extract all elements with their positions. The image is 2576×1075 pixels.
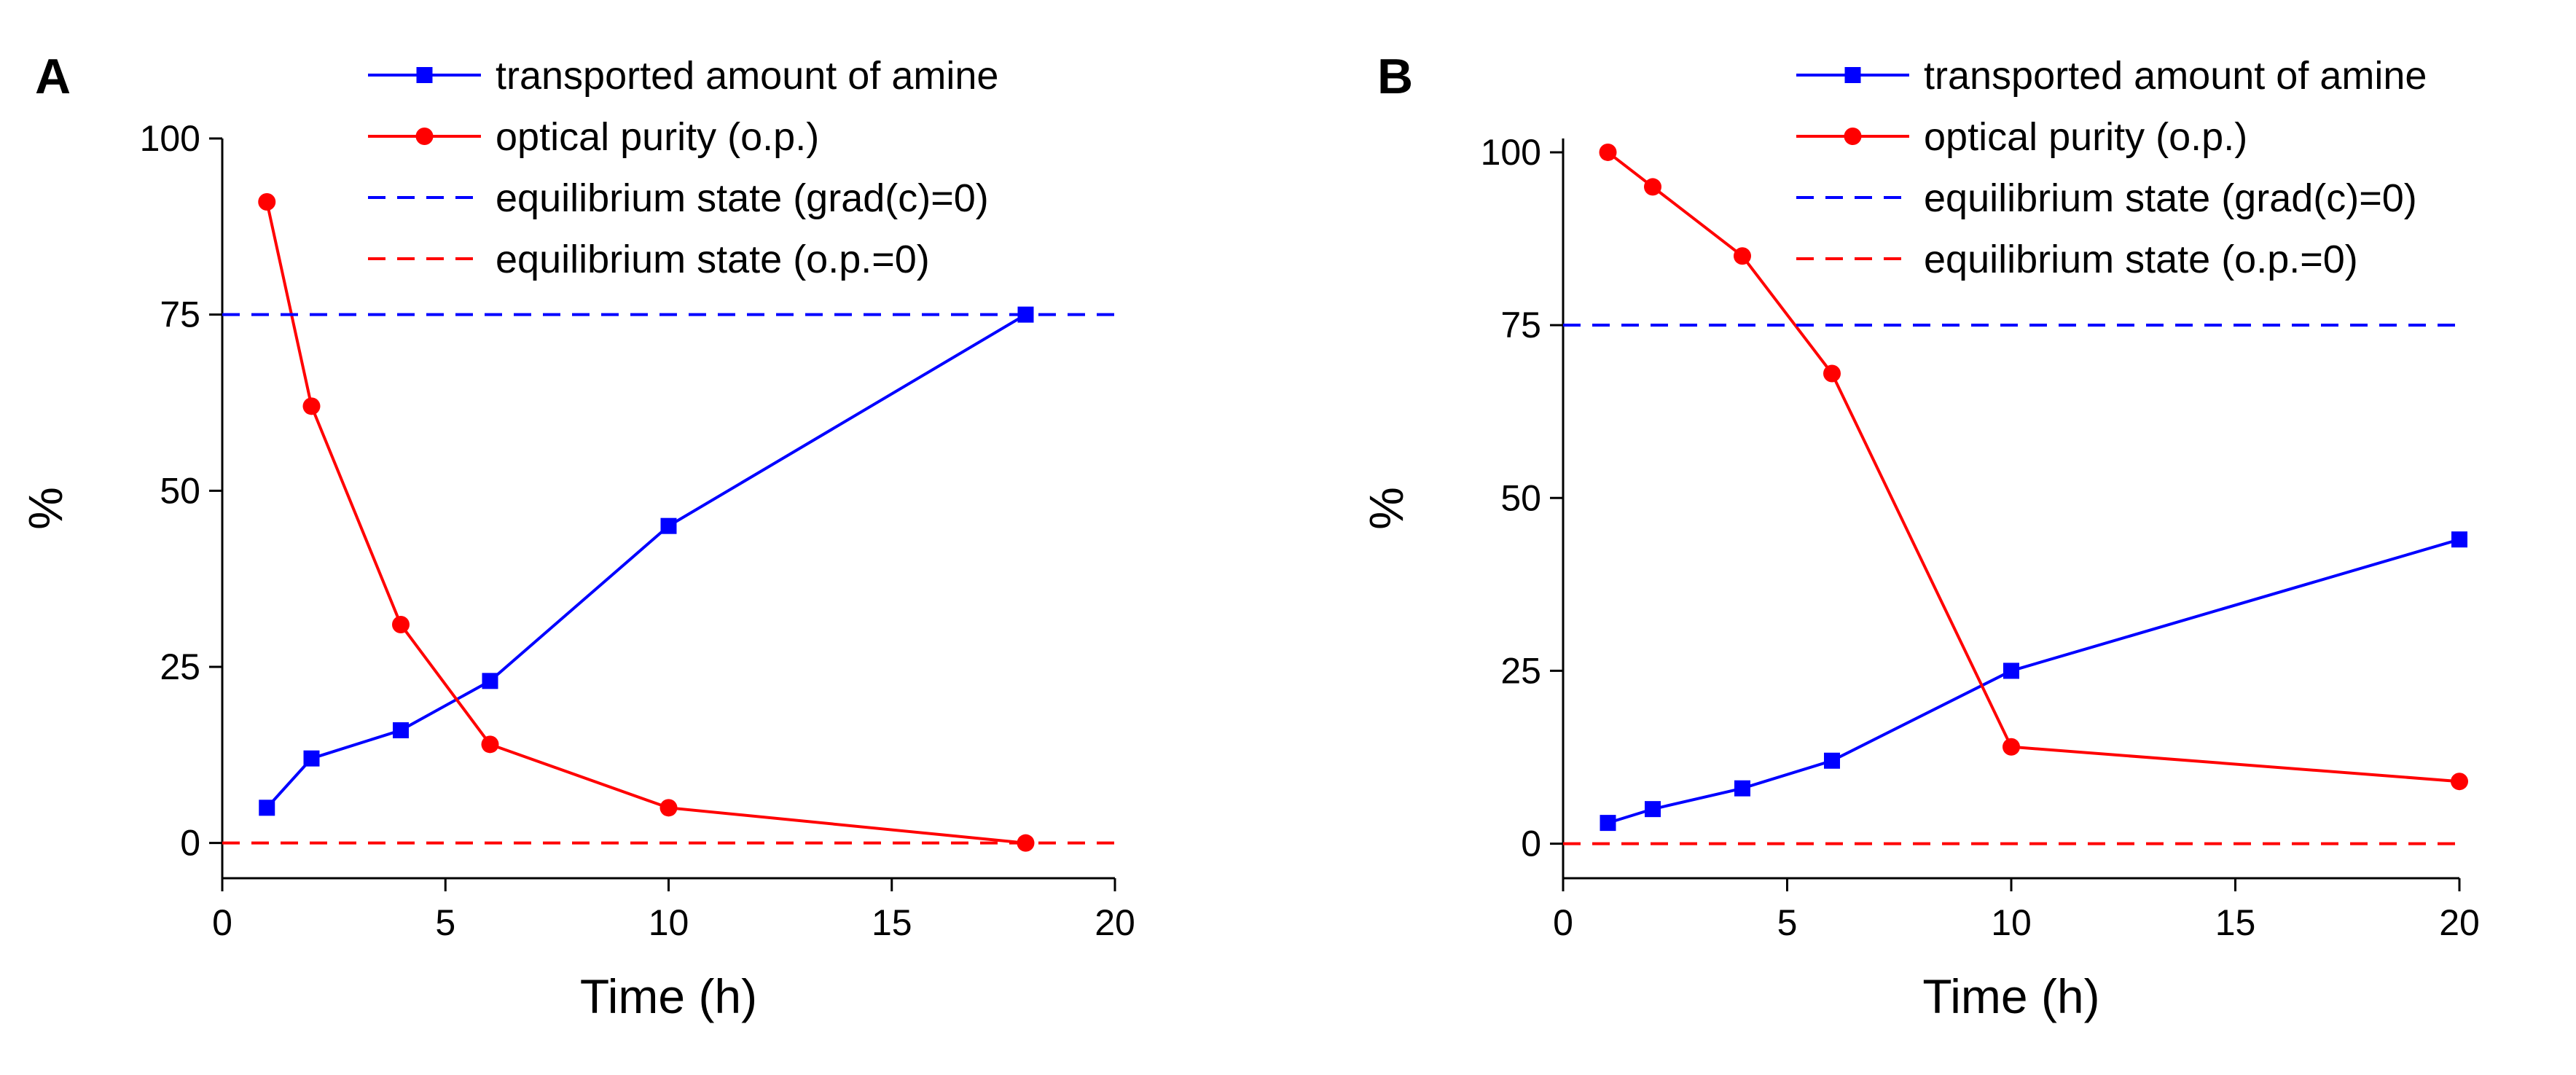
series-line — [265, 313, 1027, 809]
x-axis-title: Time (h) — [580, 969, 757, 1023]
legend-marker-square — [1844, 67, 1861, 83]
x-tick-label: 10 — [649, 902, 689, 943]
x-tick-label: 15 — [872, 902, 912, 943]
data-point-square — [1645, 801, 1661, 818]
data-point-circle — [1823, 364, 1841, 383]
legend-entry: equilibrium state (grad(c)=0) — [368, 176, 989, 220]
legend-label: equilibrium state (grad(c)=0) — [496, 176, 989, 220]
legend-marker-square — [416, 67, 433, 83]
y-tick-label: 50 — [1500, 477, 1541, 518]
series-line — [265, 201, 1026, 845]
legend-marker-circle — [415, 128, 434, 145]
data-point-circle — [1599, 143, 1617, 161]
data-point-circle — [258, 193, 276, 211]
data-point-circle — [1734, 247, 1751, 265]
data-point-square — [259, 800, 275, 816]
legend-entry: equilibrium state (o.p.=0) — [368, 238, 930, 281]
legend-entry: transported amount of amine — [1796, 54, 2427, 98]
data-point-circle — [481, 735, 499, 754]
x-tick-label: 0 — [212, 902, 232, 943]
x-tick-label: 15 — [2215, 902, 2256, 943]
y-tick-label: 100 — [1481, 132, 1541, 173]
legend-label: equilibrium state (o.p.=0) — [1924, 238, 2358, 281]
x-tick-label: 5 — [435, 902, 455, 943]
x-axis-title: Time (h) — [1922, 969, 2099, 1023]
y-axis-title: % — [1359, 487, 1413, 530]
y-tick-label: 25 — [1500, 650, 1541, 691]
data-point-circle — [1644, 178, 1661, 196]
x-tick-label: 20 — [2439, 902, 2480, 943]
legend-entry: equilibrium state (o.p.=0) — [1796, 238, 2358, 281]
y-tick-label: 0 — [1521, 824, 1541, 864]
y-tick-label: 0 — [180, 823, 200, 864]
legend-entry: transported amount of amine — [368, 54, 998, 98]
chart-panel-b: B 0 5 10 15 20 0 25 50 75 100 Time (h)% transported … — [1359, 49, 2480, 1023]
x-tick-label: 5 — [1777, 902, 1798, 943]
legend-entry: optical purity (o.p.) — [368, 115, 819, 159]
x-tick-label: 20 — [1095, 902, 1135, 943]
legend-label: transported amount of amine — [1924, 54, 2427, 98]
y-tick-label: 75 — [1500, 305, 1541, 345]
y-tick-label: 100 — [140, 118, 200, 159]
data-point-square — [393, 722, 409, 738]
data-point-square — [660, 517, 677, 534]
series-circle-line — [1599, 143, 2468, 791]
y-tick-label: 50 — [160, 470, 200, 511]
y-tick-label: 75 — [160, 294, 200, 335]
series-square-line — [1600, 531, 2467, 832]
legend-label: optical purity (o.p.) — [1924, 115, 2247, 159]
x-tick-label: 10 — [1991, 902, 2032, 943]
y-tick-label: 25 — [160, 646, 200, 687]
data-point-circle — [392, 616, 410, 633]
panel-label: B — [1377, 49, 1413, 104]
data-point-square — [1824, 752, 1840, 769]
data-point-square — [2003, 662, 2019, 679]
chart-panel-a: A 0 5 10 15 20 0 25 50 75 100 Time (h)% transported … — [18, 49, 1135, 1023]
panel-label: A — [35, 49, 71, 104]
legend-marker-circle — [1844, 128, 1862, 145]
series-square-line — [259, 306, 1034, 816]
data-point-circle — [302, 397, 321, 415]
legend-entry: optical purity (o.p.) — [1796, 115, 2247, 159]
legend-label: equilibrium state (o.p.=0) — [496, 238, 930, 281]
data-point-square — [303, 750, 320, 767]
series-circle-line — [258, 193, 1035, 852]
legend-label: optical purity (o.p.) — [496, 115, 819, 159]
series-line — [1607, 151, 2460, 783]
legend-label: equilibrium state (grad(c)=0) — [1924, 176, 2417, 220]
legend-entry: equilibrium state (grad(c)=0) — [1796, 176, 2417, 220]
data-point-circle — [2451, 773, 2468, 791]
data-point-square — [2451, 531, 2467, 548]
data-point-circle — [2003, 738, 2020, 756]
data-point-square — [1734, 780, 1750, 797]
x-tick-label: 0 — [1553, 902, 1573, 943]
legend-label: transported amount of amine — [496, 54, 998, 98]
data-point-square — [1600, 815, 1616, 832]
data-point-square — [482, 673, 498, 689]
y-axis-title: % — [18, 487, 72, 530]
data-point-circle — [659, 799, 678, 817]
